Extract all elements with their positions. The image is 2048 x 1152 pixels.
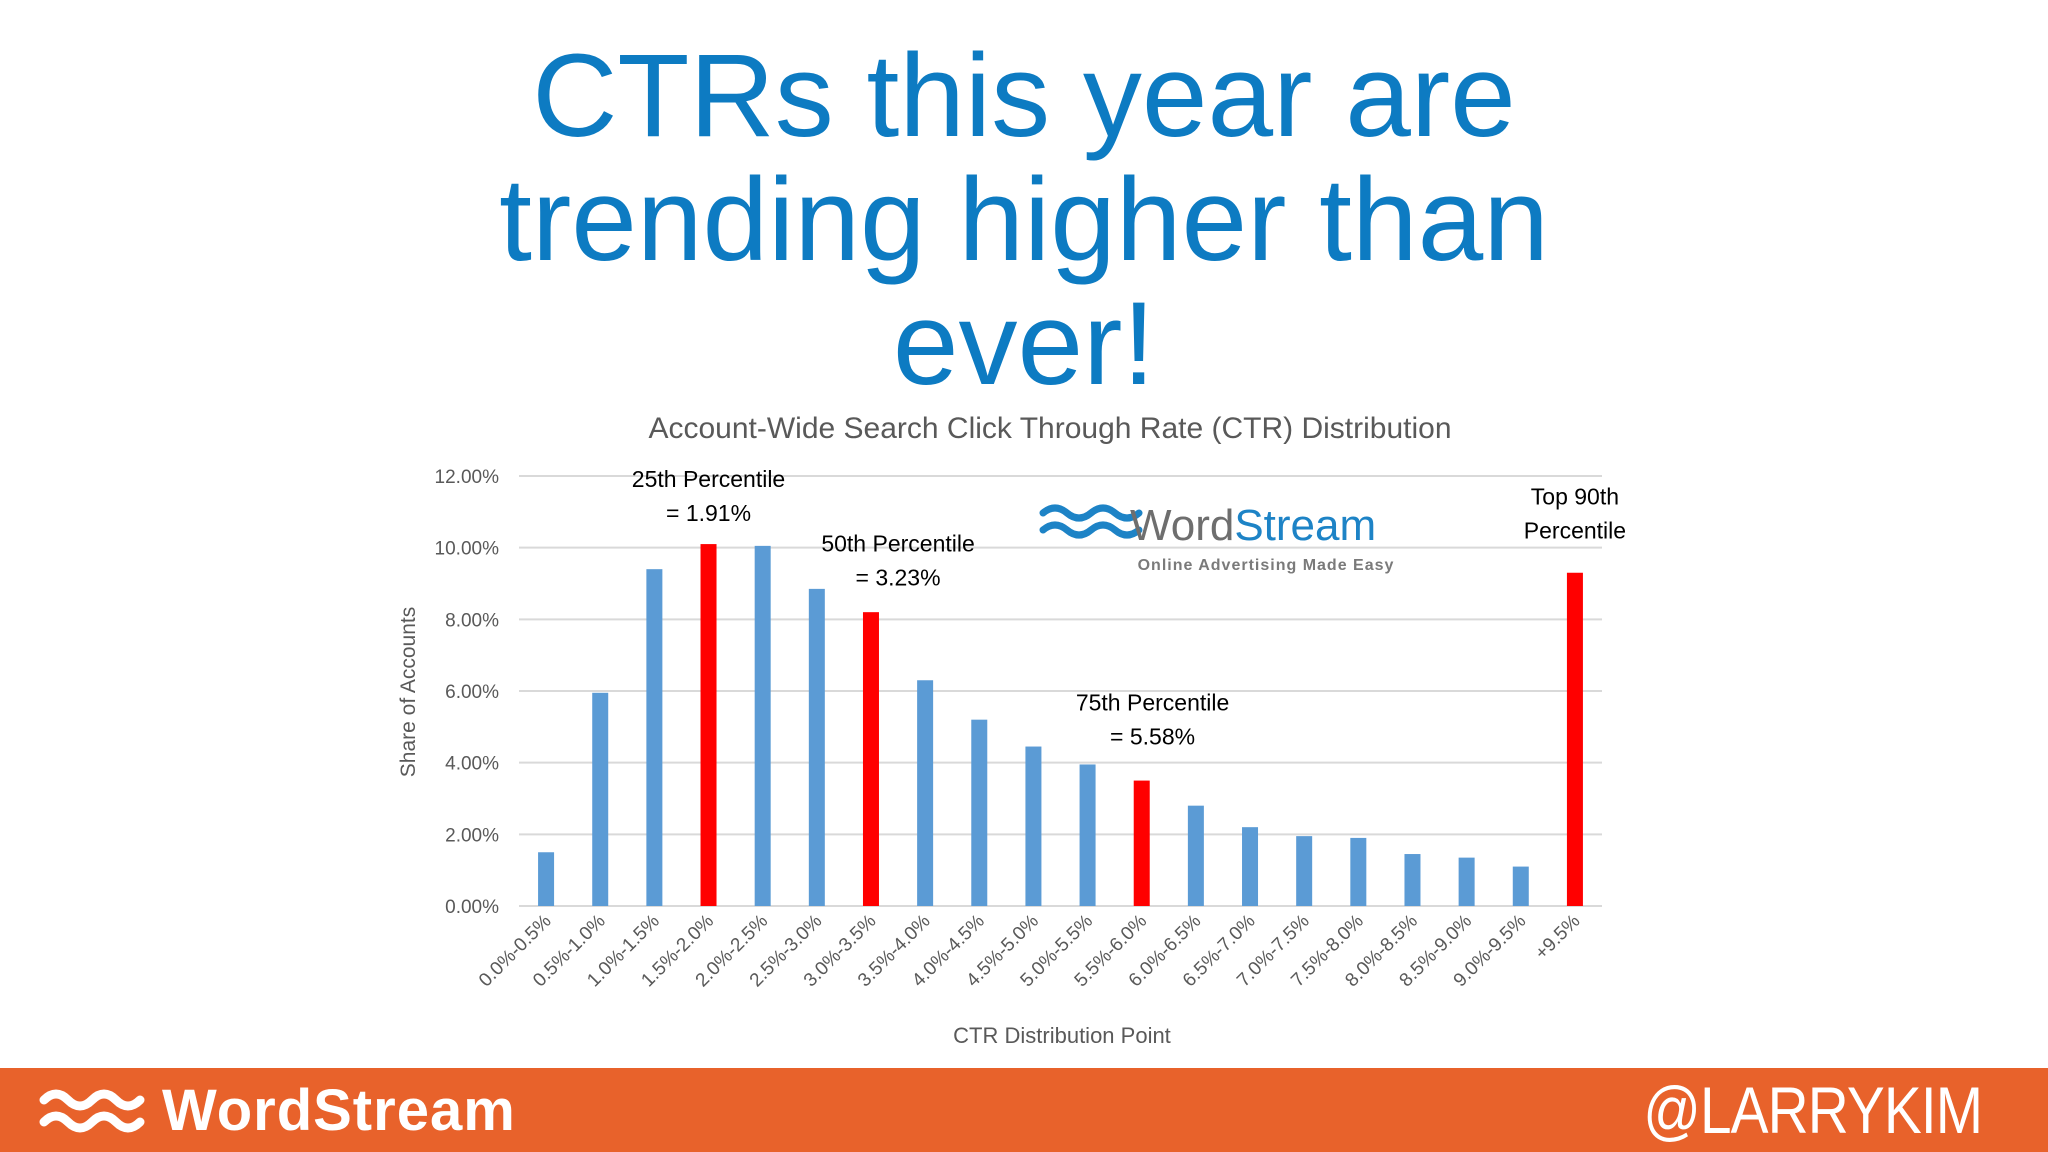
annotation-label: 25th Percentile — [632, 466, 785, 492]
gridlines — [519, 475, 1602, 907]
footer-logo: WordStream — [38, 1078, 516, 1143]
bar — [592, 692, 609, 906]
bar — [538, 852, 555, 906]
annotation-label: Percentile — [1524, 518, 1626, 544]
bar — [754, 545, 771, 906]
bar-highlighted — [862, 612, 879, 906]
chart-logo-stream: Stream — [1234, 501, 1376, 550]
bar — [1079, 764, 1096, 906]
bar — [1242, 827, 1259, 906]
bar — [646, 569, 663, 906]
annotation-label: 50th Percentile — [821, 530, 974, 556]
footer-bar: WordStream @LARRYKIM — [0, 1068, 2048, 1152]
y-tick-label: 2.00% — [445, 825, 499, 846]
bars — [538, 544, 1583, 906]
bar — [1296, 836, 1313, 906]
x-axis-label: CTR Distribution Point — [953, 1023, 1171, 1048]
slide-title-line: trending higher than — [499, 154, 1549, 286]
bar — [1458, 857, 1475, 906]
y-tick-label: 10.00% — [435, 539, 500, 560]
x-tick-label: +9.5% — [1531, 911, 1584, 964]
bar — [917, 680, 934, 906]
slide-title: CTRs this year are trending higher than … — [0, 34, 2048, 406]
bar — [1187, 805, 1204, 906]
svg-text:WordStream: WordStream — [1130, 501, 1376, 550]
bar-highlighted — [1133, 780, 1150, 906]
footer-brand: WordStream — [162, 1077, 516, 1143]
chart-logo-tagline: Online Advertising Made Easy — [1138, 557, 1395, 574]
waves-icon — [39, 1089, 145, 1133]
twitter-handle: @LARRYKIM — [1642, 1073, 1983, 1147]
slide-title-line: ever! — [892, 278, 1156, 410]
bar-highlighted — [700, 544, 717, 906]
y-axis-label: Share of Accounts — [397, 607, 420, 777]
bar — [1512, 866, 1529, 906]
bar — [808, 588, 825, 906]
chart-logo-word: Word — [1130, 501, 1234, 550]
y-axis-ticks: 0.00% 2.00% 4.00% 6.00% 8.00% 10.00% 12.00% — [435, 467, 500, 918]
annotation-label: = 3.23% — [856, 564, 941, 590]
y-tick-label: 4.00% — [445, 754, 499, 775]
y-tick-label: 8.00% — [445, 610, 499, 631]
ctr-distribution-chart: Account-Wide Search Click Through Rate (… — [397, 412, 1626, 1048]
y-tick-label: 6.00% — [445, 682, 499, 703]
annotation-label: = 5.58% — [1110, 724, 1195, 750]
slide-title-line: CTRs this year are — [532, 30, 1516, 162]
annotation-label: = 1.91% — [666, 500, 751, 526]
y-tick-label: 12.00% — [435, 467, 500, 488]
wordstream-chart-logo: WordStream Online Advertising Made Easy — [1039, 501, 1395, 574]
annotations: 25th Percentile = 1.91% 50th Percentile = 3… — [632, 466, 1626, 750]
bar — [1350, 837, 1367, 906]
bar — [1404, 854, 1421, 906]
x-axis-ticks: 0.0%-0.5%0.5%-1.0%1.0%-1.5%1.5%-2.0%2.0%… — [475, 911, 1584, 992]
annotation-label: Top 90th — [1531, 484, 1619, 510]
bar — [1025, 746, 1042, 906]
waves-icon — [1039, 504, 1143, 539]
bar — [971, 719, 988, 906]
y-tick-label: 0.00% — [445, 897, 499, 918]
bar-highlighted — [1566, 572, 1583, 906]
chart-title: Account-Wide Search Click Through Rate (… — [648, 412, 1451, 445]
annotation-label: 75th Percentile — [1076, 690, 1229, 716]
